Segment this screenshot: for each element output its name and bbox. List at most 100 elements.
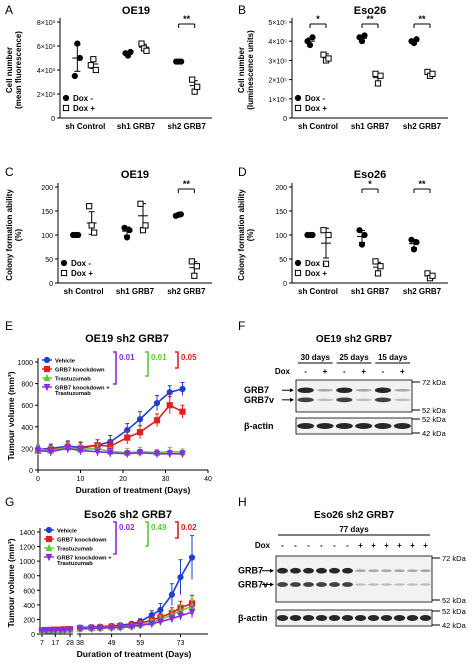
y-axis-label: (luminescence units)	[246, 30, 255, 110]
y-tick-label: 50	[279, 257, 287, 264]
size-marker-label: 52 kDa	[442, 607, 467, 616]
data-point	[309, 231, 316, 239]
data-point	[148, 620, 156, 629]
pvalue-label: 0.02	[181, 523, 197, 532]
data-point	[71, 72, 78, 80]
band-grb7v	[277, 582, 288, 587]
data-point	[179, 385, 186, 393]
dox-label: Dox	[275, 367, 291, 376]
y-axis-label: (%)	[14, 228, 23, 241]
band-grb7	[420, 569, 431, 573]
blot-membrane	[295, 379, 413, 413]
data-point	[188, 554, 196, 561]
data-point	[157, 606, 164, 614]
legend-label: GRB7 knockdown	[55, 368, 105, 374]
size-marker-label: 72 kDa	[442, 554, 467, 563]
chart-title: Eso26	[354, 169, 386, 181]
x-tick-label: sh Control	[298, 287, 338, 296]
data-point	[42, 627, 50, 636]
panel-letter-F: F	[238, 319, 245, 333]
band-actin	[315, 615, 328, 621]
band-grb7v	[303, 582, 314, 587]
legend-marker	[45, 543, 53, 552]
row-label: GRB7	[238, 566, 263, 576]
dox-lane-label: -	[382, 367, 385, 376]
y-axis-label: Tumour volume (mm³)	[6, 538, 16, 627]
band-actin	[355, 423, 373, 429]
dox-lane-label: +	[323, 367, 328, 376]
size-marker-label: 42 kDa	[442, 621, 467, 630]
legend-marker	[45, 553, 53, 562]
band-actin	[354, 615, 367, 621]
legend-label: Dox +	[71, 269, 93, 278]
band-actin	[302, 615, 315, 621]
timepoint-label: 25 days	[339, 353, 369, 362]
legend-label: GRB7 knockdown +	[57, 556, 112, 562]
y-tick-label: 600	[23, 588, 35, 595]
data-point	[87, 62, 94, 69]
x-tick-label: 20	[119, 476, 127, 483]
data-point	[64, 445, 72, 453]
data-point	[166, 450, 174, 459]
band-grb7	[316, 388, 334, 392]
data-point	[372, 258, 379, 265]
panel-letter-E: E	[5, 319, 13, 333]
y-tick-label: 1000	[19, 559, 35, 566]
row-label: GRB7v	[238, 580, 268, 590]
data-point	[57, 626, 65, 635]
legend-label: Dox +	[305, 104, 327, 113]
data-point	[410, 246, 418, 253]
band-actin	[393, 615, 406, 621]
x-tick-label: sh Control	[298, 122, 338, 131]
y-axis-label: (%)	[246, 228, 255, 241]
y-tick-label: 200	[23, 617, 35, 624]
y-axis-label: Colony formation ability	[237, 189, 246, 281]
data-point	[86, 203, 93, 210]
band-actin	[341, 615, 354, 621]
data-point	[377, 263, 384, 270]
panel-A: OE19 0 2×10³ 4×10³ 6×10³ 8×10³ Cell number (mea…	[5, 5, 212, 131]
band-grb7v	[407, 583, 418, 586]
data-point	[136, 429, 144, 436]
legend-marker	[62, 94, 70, 102]
data-point	[61, 626, 69, 635]
legend-label: Trastuzumab	[55, 377, 91, 383]
band-grb7v	[290, 582, 301, 587]
y-tick-label: 4×10³	[37, 68, 56, 75]
x-tick-label: 10	[77, 476, 85, 483]
data-point	[177, 612, 184, 621]
y-tick-label: 200	[275, 185, 287, 192]
dox-lane-label: -	[333, 541, 336, 550]
data-point	[77, 447, 84, 455]
data-point	[136, 622, 144, 630]
panel-D: Eso26 0 50 100 150 200 Colony formation abilit…	[237, 169, 448, 296]
y-tick-label: 150	[41, 209, 53, 216]
y-tick-label: 2×10⁵	[268, 78, 287, 85]
data-point	[88, 222, 95, 229]
legend-marker	[43, 365, 51, 373]
data-point	[153, 399, 161, 407]
series-grb7-knockdown-trastuzumab	[34, 443, 186, 459]
legend-label: Dox -	[305, 94, 325, 103]
legend-marker	[294, 269, 302, 277]
band-actin	[328, 615, 341, 621]
size-marker-label: 72 kDa	[422, 378, 447, 387]
legend-label: Dox -	[73, 94, 93, 103]
data-point	[143, 47, 150, 54]
x-tick-label: sh Control	[65, 122, 105, 131]
legend-label: Dox +	[73, 104, 95, 113]
band-actin	[335, 423, 353, 429]
data-point	[123, 450, 131, 459]
pvalue-bracket	[113, 521, 117, 555]
y-tick-label: 200	[21, 446, 33, 453]
band-grb7v	[316, 398, 334, 402]
y-tick-label: 1×10⁵	[268, 97, 287, 104]
data-point	[127, 48, 134, 56]
legend-label: Dox -	[71, 259, 91, 268]
data-point	[153, 417, 161, 424]
timepoint-label: 15 days	[378, 353, 408, 362]
dox-lane-label: -	[346, 541, 349, 550]
band-grb7	[290, 567, 301, 574]
row-arrow-head	[290, 388, 294, 393]
